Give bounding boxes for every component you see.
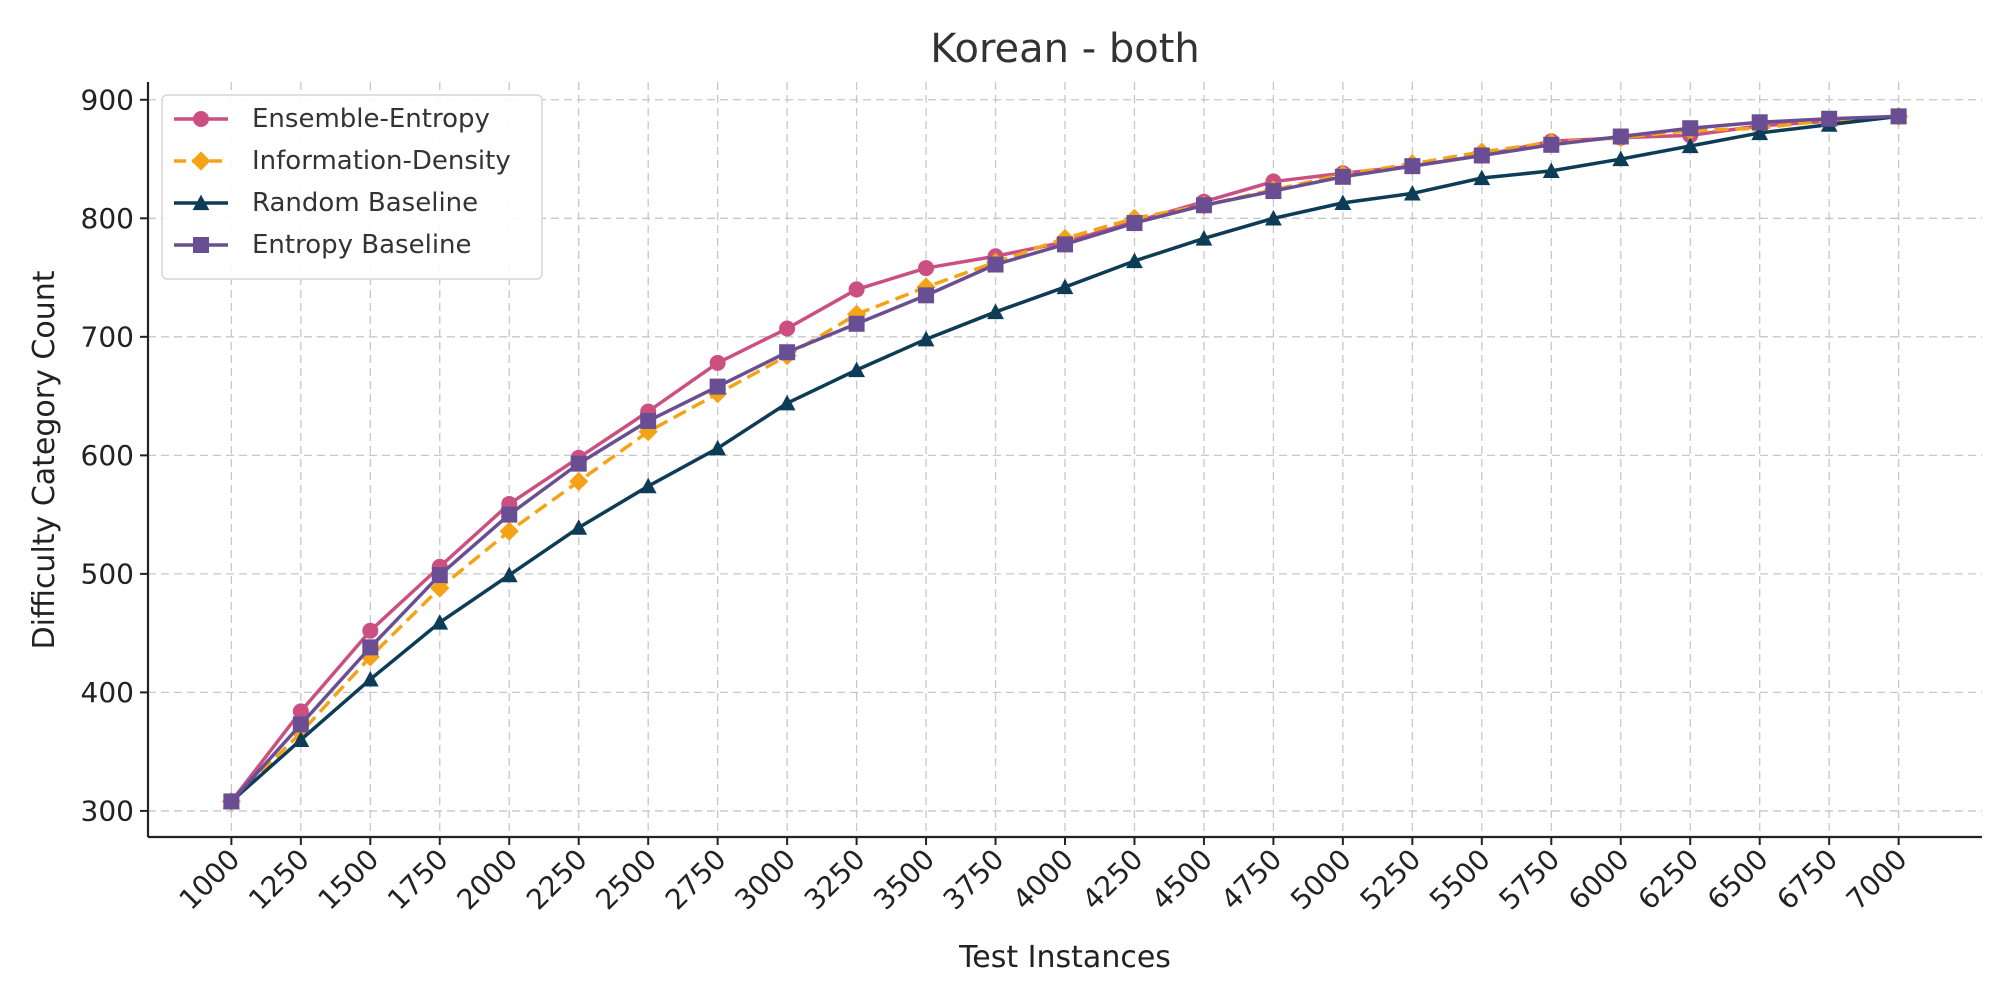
y-tick-label: 500 [81,557,134,590]
legend-marker [192,194,210,211]
data-point-entropy-baseline [1404,158,1421,175]
data-point-random-baseline [1056,278,1074,295]
legend-label: Random Baseline [252,188,478,218]
data-point-random-baseline [917,330,935,347]
data-point-entropy-baseline [1543,136,1560,153]
data-point-entropy-baseline [918,287,935,304]
data-point-random-baseline [500,566,518,583]
data-point-information-density [916,277,936,297]
data-point-entropy-baseline [1265,183,1282,200]
y-tick-label: 700 [81,320,134,353]
data-point-random-baseline [292,731,310,747]
data-point-random-baseline [1681,137,1699,154]
series-entropy-baseline [223,108,1907,810]
data-point-information-density [430,578,450,598]
data-point-entropy-baseline [1473,147,1490,164]
data-point-entropy-baseline [1751,114,1768,131]
data-point-random-baseline [1334,194,1352,211]
data-point-ensemble-entropy [779,320,796,337]
chart-title: Korean - both [930,26,1200,72]
data-point-random-baseline [778,394,796,411]
y-tick-label: 800 [81,202,134,235]
data-point-random-baseline [1473,169,1491,186]
data-point-entropy-baseline [640,412,657,429]
data-point-random-baseline [1612,150,1630,167]
legend-item-information-density: Information-Density [174,146,511,176]
data-point-entropy-baseline [779,344,796,361]
data-point-random-baseline [1403,185,1421,201]
data-point-random-baseline [1126,252,1143,269]
data-point-entropy-baseline [223,793,240,810]
data-point-random-baseline [848,361,865,378]
y-tick-label: 600 [81,439,134,472]
data-point-random-baseline [1751,124,1769,141]
data-point-entropy-baseline [570,455,587,472]
data-point-random-baseline [570,519,588,535]
data-point-entropy-baseline [709,378,726,395]
legend-label: Information-Density [252,146,511,176]
y-tick-label: 900 [81,83,134,116]
data-point-ensemble-entropy [848,281,865,298]
legend: Ensemble-Entropy Information-Density Rando… [161,94,543,280]
data-point-entropy-baseline [1612,128,1629,145]
data-point-entropy-baseline [987,256,1004,273]
data-point-random-baseline [639,477,657,494]
x-axis-label: Test Instances [958,940,1171,975]
legend-label: Entropy Baseline [252,230,472,260]
y-axis-ticks: 300 400 500 600 700 800 900 [81,83,148,827]
legend-marker [193,237,209,253]
data-point-information-density [569,471,589,492]
data-point-entropy-baseline [362,639,379,656]
data-point-information-density [846,304,867,324]
legend-box [161,94,543,280]
data-point-entropy-baseline [1195,197,1212,214]
data-point-ensemble-entropy [362,622,379,639]
data-point-random-baseline [1265,209,1282,226]
data-point-entropy-baseline [1682,120,1699,137]
data-point-random-baseline [1195,230,1213,246]
legend-item-random-baseline: Random Baseline [174,188,478,218]
grid [148,82,1982,837]
y-tick-label: 300 [81,794,134,827]
data-point-entropy-baseline [501,506,518,523]
data-point-ensemble-entropy [709,354,726,371]
y-axis-label: Difficulty Category Count [27,270,62,649]
series-random-baseline [222,107,1908,809]
data-point-random-baseline [431,614,449,630]
data-point-random-baseline [987,303,1004,320]
data-point-entropy-baseline [1890,108,1907,125]
data-point-random-baseline [361,670,379,687]
legend-item-ensemble-entropy: Ensemble-Entropy [174,104,490,134]
data-point-entropy-baseline [848,315,865,332]
data-point-entropy-baseline [1334,168,1351,185]
data-point-entropy-baseline [431,567,448,584]
data-point-random-baseline [1542,162,1560,179]
legend-label: Ensemble-Entropy [252,104,490,134]
data-point-ensemble-entropy [292,703,309,720]
y-tick-label: 400 [81,676,134,709]
data-point-entropy-baseline [1821,110,1838,127]
legend-item-entropy-baseline: Entropy Baseline [174,230,472,260]
legend-marker [193,111,209,127]
data-point-entropy-baseline [292,716,309,733]
data-point-random-baseline [709,439,727,456]
data-point-information-density [499,521,519,541]
series-group [221,106,1909,812]
data-point-entropy-baseline [1057,236,1073,253]
data-point-ensemble-entropy [918,260,935,277]
data-point-entropy-baseline [1126,215,1143,232]
legend-marker [191,151,211,171]
